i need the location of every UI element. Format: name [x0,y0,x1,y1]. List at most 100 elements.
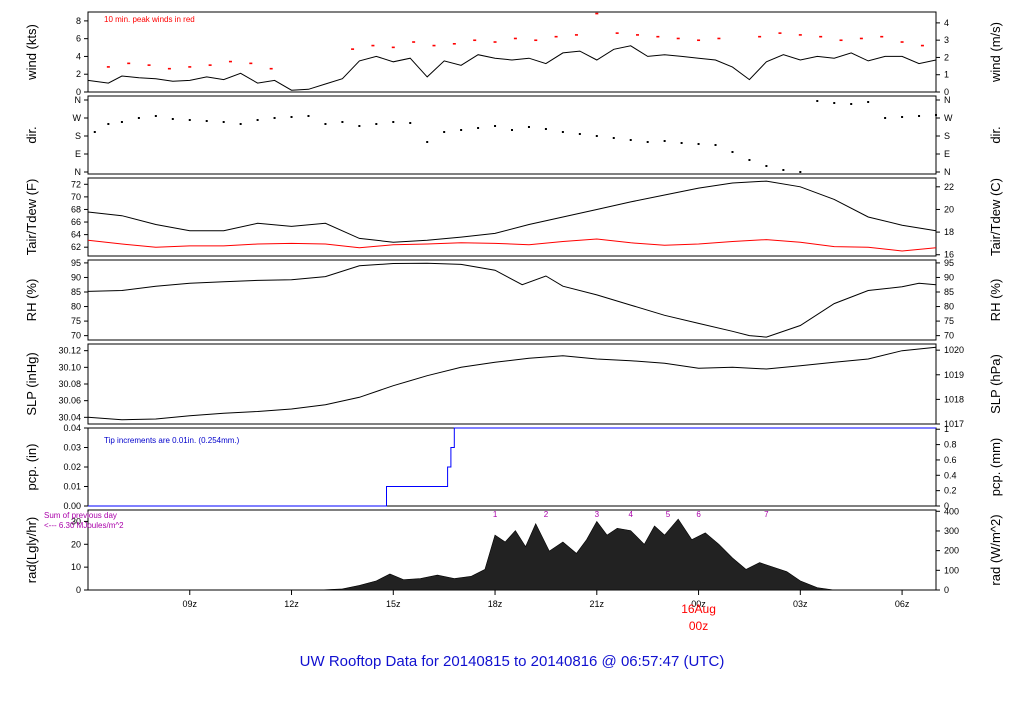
peak-wind-mark [167,67,171,70]
direction-point [222,121,225,123]
x-tick-label: 21z [590,599,605,609]
series-line-wind [87,45,937,91]
radiation-area [318,518,835,591]
peak-wind-mark [391,46,395,49]
tick-label-left: 70 [71,192,81,202]
panel-frame-humidity [87,259,937,341]
peak-wind-mark [249,62,253,65]
peak-wind-mark [127,62,131,65]
tick-label-right: 70 [944,331,954,341]
hour-mark: 5 [666,510,671,519]
direction-point [629,139,632,141]
series-line-humidity [87,262,937,338]
panel-frame-pressure [87,343,937,425]
series-line-pressure [87,346,937,421]
direction-point [731,151,734,153]
x-tick-label: 12z [284,599,299,609]
peak-wind-mark [574,34,578,36]
peak-wind-mark [595,12,599,15]
tick-label-right: 95 [944,258,954,268]
tick-label-right: 85 [944,287,954,297]
panel-frame-temperature [87,177,937,257]
hour-mark: 6 [696,510,701,519]
tick-label-left: 10 [71,562,81,572]
tick-label-right: 1 [944,424,949,434]
tick-label-right: 1018 [944,394,964,404]
ylabel-right-precipitation: pcp. (mm) [988,438,1003,497]
tick-label-right: 2 [944,52,949,62]
direction-point [171,118,174,120]
panel-frame-wind [87,11,937,93]
series-line-temperature-tair [87,180,937,243]
direction-point [409,122,412,124]
tick-label-right: W [944,113,953,123]
direction-point [426,141,429,143]
ylabel-right-humidity: RH (%) [988,279,1003,322]
tick-label-left: 2 [76,69,81,79]
tick-label-right: 0 [944,501,949,511]
tick-label-right: 16 [944,250,954,260]
peak-wind-mark [371,44,375,47]
x-tick-label: 18z [488,599,503,609]
direction-point [527,126,530,128]
direction-point [697,143,700,145]
direction-point [884,117,887,119]
tick-label-right: 0.2 [944,486,957,496]
tick-label-left: 30.06 [58,396,81,406]
tick-label-left: 0.00 [63,501,81,511]
peak-wind-mark [432,44,436,47]
peak-wind-mark [615,32,619,34]
tick-label-left: 4 [76,51,81,61]
direction-point [612,137,615,139]
peak-wind-mark [920,44,924,47]
tick-label-left: 0.03 [63,443,81,453]
direction-point [663,140,666,142]
peak-wind-mark [697,39,701,42]
tick-label-left: 0.02 [63,462,81,472]
tick-label-right: N [944,95,951,105]
hour-mark: 2 [544,510,549,519]
tick-label-right: 300 [944,526,959,536]
direction-point [443,131,446,133]
tick-label-left: 30.08 [58,379,81,389]
ylabel-left-wind: wind (kts) [24,24,39,81]
peak-wind-mark [412,41,416,43]
ylabel-right-pressure: SLP (hPa) [988,354,1003,414]
wind-annotation: 10 min. peak winds in red [104,15,195,24]
peak-wind-mark [208,64,212,66]
direction-point [477,127,480,129]
tick-label-right: 75 [944,316,954,326]
direction-point [256,119,259,121]
tick-label-left: 70 [71,331,81,341]
tick-label-right: 1017 [944,419,964,429]
direction-point [765,165,768,167]
tick-label-left: 8 [76,16,81,26]
tick-label-left: 30.10 [58,362,81,372]
tick-label-left: 68 [71,204,81,214]
hour-mark: 7 [764,510,769,519]
direction-point [154,115,157,117]
tick-label-left: 90 [71,272,81,282]
peak-wind-mark [839,39,843,42]
direction-point [273,117,276,119]
rad-sum-value: <--- 6.30 MJoules/m^2 [44,521,124,530]
direction-point [935,114,937,116]
x-tick-label: 09z [183,599,198,609]
peak-wind-mark [554,35,558,38]
tick-label-left: 6 [76,34,81,44]
tick-label-right: 100 [944,565,959,575]
tick-label-right: E [944,149,950,159]
peak-wind-mark [758,35,762,38]
ylabel-left-humidity: RH (%) [24,279,39,322]
tick-label-left: 0.04 [63,423,81,433]
tick-label-left: 75 [71,316,81,326]
tick-label-left: N [75,95,82,105]
peak-wind-mark [636,34,640,36]
direction-point [748,159,751,161]
tick-label-left: 85 [71,287,81,297]
direction-point [544,128,547,130]
direction-point [561,131,564,133]
x-tick-label: 06z [895,599,910,609]
